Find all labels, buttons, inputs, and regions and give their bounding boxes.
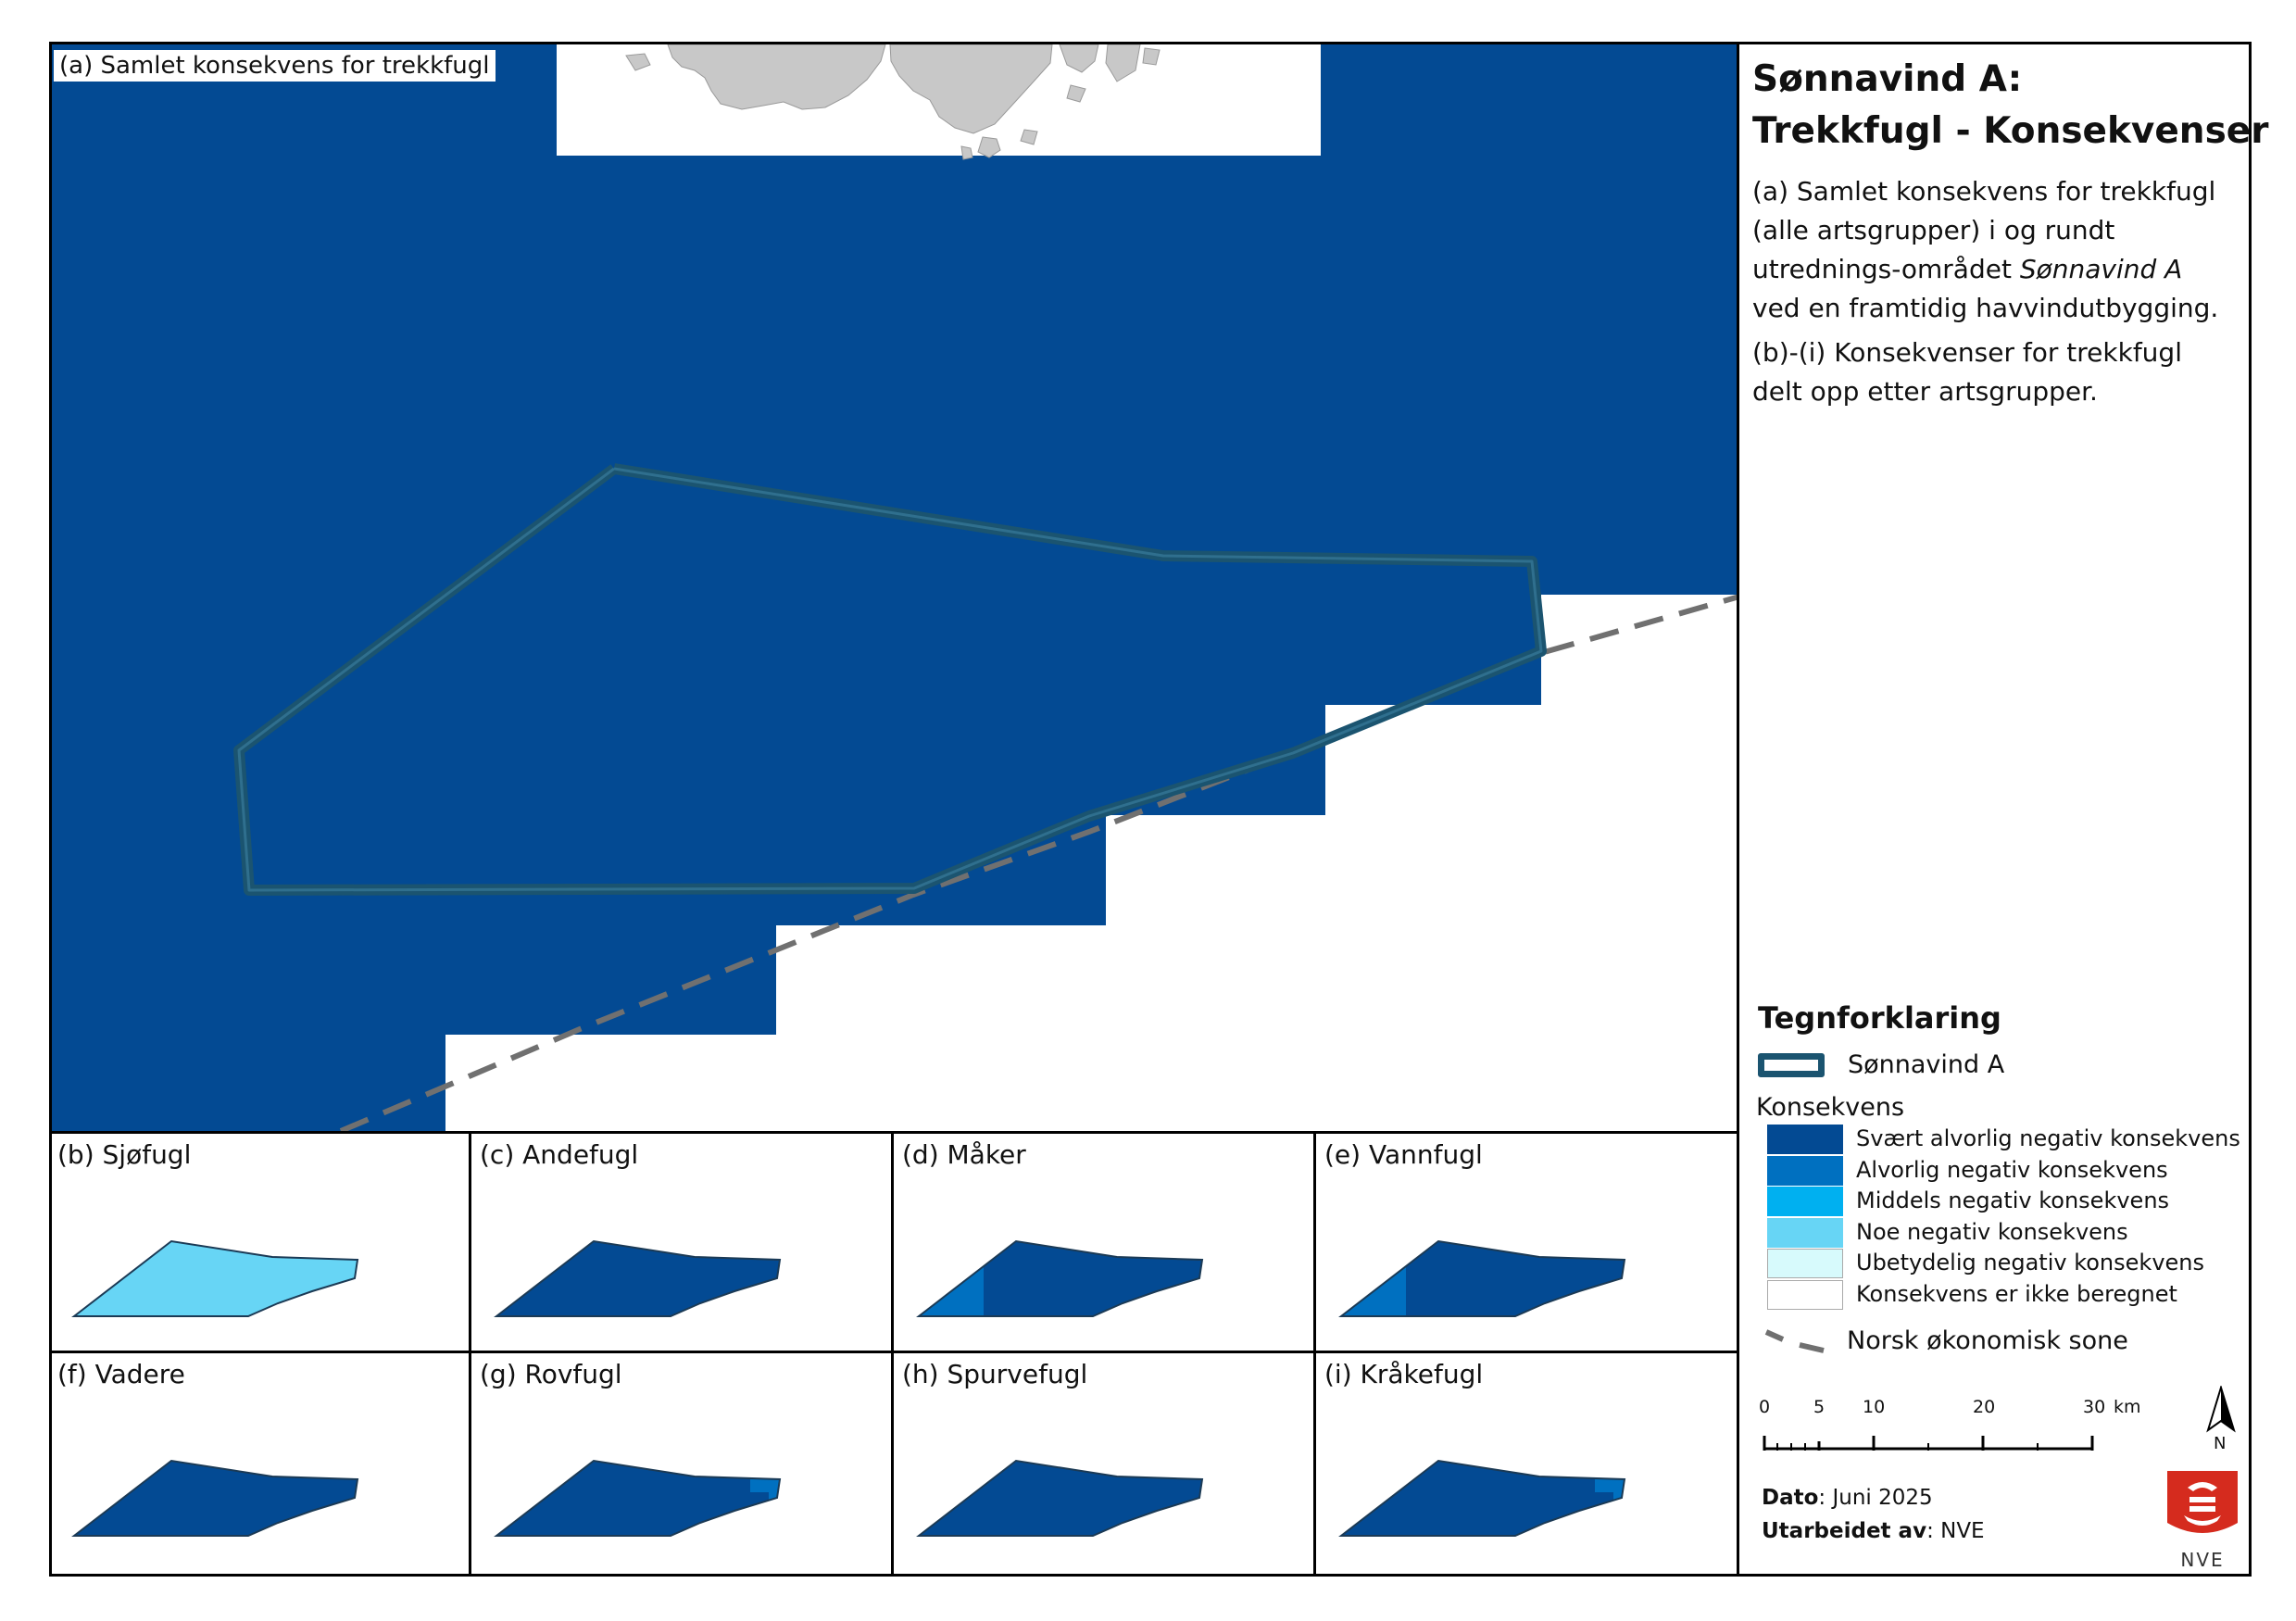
panel-divider [469, 1131, 471, 1574]
legend-label-middels: Middels negativ konsekvens [1856, 1187, 2170, 1213]
scale-label-5: 5 [1813, 1397, 1826, 1417]
species-panel-label: (b) Sjøfugl [57, 1139, 192, 1170]
legend-label-svaert: Svært alvorlig negativ konsekvens [1856, 1125, 2240, 1151]
description-paragraph-1: (a) Samlet konsekvens for trekkfugl (all… [1752, 176, 2219, 323]
species-area-outline [494, 1239, 782, 1317]
species-panel-map[interactable] [474, 1134, 891, 1349]
legend-swatch-alvorlig [1767, 1155, 1843, 1186]
coastline-land [625, 44, 1161, 160]
date-line: Dato: Juni 2025 [1762, 1486, 1933, 1510]
author-line: Utarbeidet av: NVE [1762, 1519, 1985, 1543]
species-panel-map[interactable] [474, 1353, 891, 1568]
species-area-outline [71, 1459, 359, 1537]
eez-line [339, 594, 1739, 1131]
sidebar [1739, 44, 2249, 1574]
legend-label-ubetydelig: Ubetydelig negativ konsekvens [1856, 1250, 2204, 1275]
nve-logo-shield-icon [2167, 1471, 2238, 1533]
north-arrow-icon [2206, 1386, 2236, 1433]
species-area-east-patch [1595, 1479, 1625, 1502]
map-frame [49, 42, 2252, 1577]
legend-konsekvens-header: Konsekvens [1756, 1093, 1905, 1122]
main-map[interactable] [52, 44, 1739, 1131]
species-panel-map[interactable] [52, 1353, 469, 1568]
species-area-fill [919, 1241, 1202, 1316]
scale-unit: km [2114, 1397, 2141, 1417]
species-panel-map[interactable] [1319, 1353, 1736, 1568]
legend-swatch-noe [1767, 1217, 1843, 1248]
nve-logo-text: NVE [2180, 1549, 2225, 1571]
panel-divider [1313, 1131, 1316, 1574]
scale-label-30: 30 [2083, 1397, 2106, 1417]
scale-label-20: 20 [1973, 1397, 1996, 1417]
nve-logo: NVE [2165, 1469, 2240, 1571]
scale-label-0: 0 [1759, 1397, 1771, 1417]
legend-swatch-svaert [1767, 1125, 1843, 1154]
main-panel-label: (a) Samlet konsekvens for trekkfugl [54, 50, 496, 82]
legend-area-label: Sønnavind A [1848, 1050, 2005, 1079]
sidebar-divider [1737, 42, 1739, 1577]
species-area-fill [74, 1461, 358, 1536]
legend-area-swatch [1758, 1053, 1825, 1077]
species-area-fill [1341, 1241, 1625, 1316]
legend-swatch-middels [1767, 1187, 1843, 1216]
species-panel-label: (g) Rovfugl [480, 1359, 622, 1389]
legend-label-ikke: Konsekvens er ikke beregnet [1856, 1280, 2177, 1307]
species-area-fill [1341, 1461, 1625, 1536]
species-area-outline [916, 1239, 1204, 1317]
species-panel-map[interactable] [52, 1134, 469, 1349]
species-panel-map[interactable] [897, 1134, 1313, 1349]
legend-label-alvorlig: Alvorlig negativ konsekvens [1856, 1156, 2168, 1183]
panel-divider [891, 1131, 894, 1574]
species-area-outline [1338, 1239, 1626, 1317]
species-panel-label: (d) Måker [902, 1139, 1026, 1170]
consequence-raster [52, 44, 1739, 1131]
description: (a) Samlet konsekvens for trekkfugl (all… [1752, 172, 2234, 417]
species-area-fill [919, 1461, 1202, 1536]
species-panel-label: (c) Andefugl [480, 1139, 639, 1170]
legend-swatch-ubetydelig [1767, 1249, 1843, 1278]
species-panel-label: (i) Kråkefugl [1324, 1359, 1484, 1389]
species-area-outline [1338, 1459, 1626, 1537]
panel-grid-mid [49, 1351, 1739, 1353]
species-panel-label: (f) Vadere [57, 1359, 185, 1389]
description-paragraph-2: (b)-(i) Konsekvenser for trekkfugl delt … [1752, 337, 2182, 407]
species-panel-map[interactable] [1319, 1134, 1736, 1349]
species-area-outline [494, 1459, 782, 1537]
scale-label-10: 10 [1863, 1397, 1886, 1417]
map-title: Sønnavind A: Trekkfugl - Konsekvenser [1752, 58, 2269, 152]
species-area-fill [496, 1461, 780, 1536]
species-area-outline [71, 1239, 359, 1317]
species-area-outline [916, 1459, 1204, 1537]
species-area-east-patch [750, 1479, 780, 1502]
scale-bar [1763, 1436, 2094, 1451]
species-area-fill [74, 1241, 358, 1316]
species-panel-label: (e) Vannfugl [1324, 1139, 1483, 1170]
species-panel-label: (h) Spurvefugl [902, 1359, 1088, 1389]
legend-title: Tegnforklaring [1758, 1000, 2001, 1036]
legend-swatch-ikke [1767, 1279, 1843, 1310]
legend-eez-label: Norsk økonomisk sone [1847, 1326, 2128, 1355]
panel-grid [49, 1131, 1739, 1134]
legend-label-noe: Noe negativ konsekvens [1856, 1218, 2128, 1245]
north-label: N [2214, 1434, 2227, 1453]
species-panel-map[interactable] [897, 1353, 1313, 1568]
species-area-fill [496, 1241, 780, 1316]
legend-eez-symbol [1764, 1329, 1825, 1353]
